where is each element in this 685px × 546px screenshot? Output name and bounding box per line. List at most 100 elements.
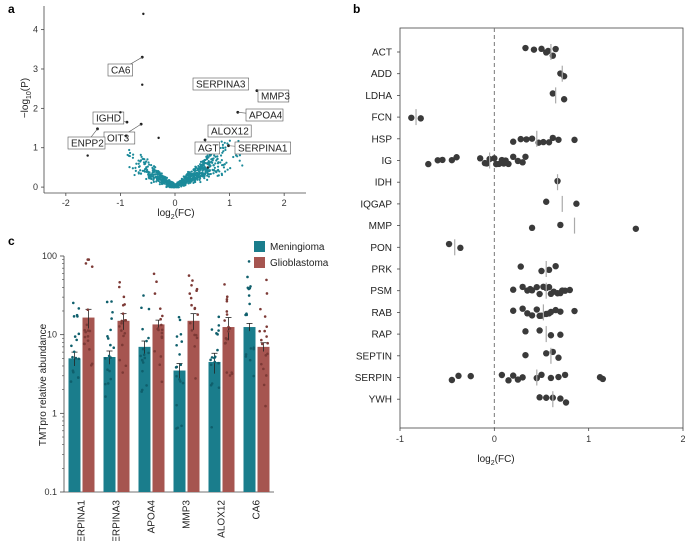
bar-sample-point — [209, 363, 213, 367]
volcano-point — [175, 185, 178, 189]
volcano-label-box — [207, 124, 252, 138]
volcano-point — [158, 181, 162, 184]
bar-sample-point — [225, 371, 229, 374]
volcano-label: SERPINA3 — [196, 80, 246, 91]
bar-glioblastoma — [82, 317, 95, 492]
bar-sample-point — [159, 355, 163, 358]
dotplot-point — [538, 371, 545, 379]
bar-sample-point — [259, 307, 262, 311]
bar-sample-point — [178, 353, 181, 356]
bar-sample-point — [118, 325, 121, 328]
volcano-point — [192, 172, 195, 175]
bar-sample-point — [244, 353, 248, 356]
bar-sample-point — [160, 323, 163, 327]
dotplot-category-label: IQGAP — [360, 199, 392, 210]
dotplot-point — [536, 327, 543, 334]
volcano-point — [145, 170, 148, 174]
bar-sample-point — [252, 374, 255, 378]
dotplot-point — [519, 374, 526, 381]
bar-sample-point — [147, 351, 150, 355]
volcano-point — [189, 181, 192, 184]
bar-ytick-label: 100 — [42, 251, 57, 261]
bar-meningioma — [173, 370, 186, 492]
bar-sample-point — [121, 343, 124, 347]
bar-meningioma — [208, 361, 221, 492]
bar-sample-point — [244, 313, 247, 317]
bar-sample-point — [123, 331, 127, 335]
volcano-point — [187, 182, 190, 185]
volcano-point — [190, 170, 193, 173]
bar-sample-point — [252, 346, 256, 349]
volcano-point — [151, 169, 154, 172]
bar-category-label: APOA4 — [147, 500, 158, 534]
bar-sample-point — [193, 306, 197, 310]
dotplot-point — [528, 312, 536, 319]
volcano-point — [180, 185, 183, 188]
volcano-point — [224, 146, 227, 149]
dotplot-point — [528, 135, 536, 142]
volcano-point — [147, 170, 150, 173]
volcano-point — [192, 169, 196, 172]
dotplot-point — [545, 283, 553, 291]
dotplot-point — [522, 328, 529, 335]
bar-sample-point — [70, 344, 73, 348]
bar-sample-point — [157, 328, 160, 332]
volcano-point — [203, 177, 206, 180]
dotplot-point — [510, 153, 517, 161]
dotplot-category-label: YWH — [369, 395, 392, 406]
volcano-point — [139, 169, 142, 172]
dotplot-category-label: SEPTIN — [356, 351, 392, 362]
volcano-label-box — [245, 108, 284, 122]
bar-sample-point — [178, 378, 181, 381]
volcano-point — [238, 159, 241, 162]
bar-legend: Meningioma Glioblastoma — [254, 241, 329, 269]
dotplot-point — [571, 307, 578, 315]
bar-sample-point — [258, 329, 261, 333]
bar-sample-point — [262, 367, 265, 371]
dotplot-point — [573, 200, 580, 207]
volcano-point — [150, 181, 153, 184]
bar-sample-point — [83, 328, 87, 332]
volcano-point — [134, 166, 137, 169]
volcano-point — [221, 151, 224, 154]
dotplot-category-label: PRK — [371, 265, 392, 276]
bar-sample-point — [249, 347, 253, 350]
volcano-point — [223, 141, 226, 144]
dotplot-point — [493, 160, 500, 168]
bar-sample-point — [175, 343, 178, 347]
dotplot-point — [526, 285, 534, 293]
bar-sample-point — [141, 361, 145, 364]
volcano-label-box — [194, 141, 220, 155]
bar-sample-point — [161, 314, 164, 318]
bar-sample-point — [194, 377, 197, 380]
bar-sample-point — [248, 358, 252, 362]
bar-sample-point — [118, 281, 121, 284]
volcano-point — [184, 179, 187, 182]
bar-sample-point — [247, 294, 251, 297]
volcano-point — [203, 168, 206, 171]
bar-sample-point — [153, 349, 156, 353]
bar-sample-point — [109, 377, 113, 381]
volcano-point — [143, 170, 146, 173]
bar-sample-point — [180, 424, 183, 428]
dotplot-category-label: IG — [381, 156, 392, 167]
dotplot-point — [540, 138, 547, 146]
bar-sample-point — [123, 303, 126, 306]
dotplot-xtick-label: 1 — [586, 434, 591, 444]
volcano-point — [188, 179, 191, 183]
bar-sample-point — [143, 356, 147, 360]
volcano-point — [134, 169, 137, 172]
dotplot-point — [498, 371, 506, 379]
bar-sample-point — [69, 380, 73, 383]
fold-change-dotplot: -1 0 1 2 ACT ADD LDHA FCN HSP IG IDH IQGAP MMP PON PRK… — [355, 27, 685, 444]
volcano-point — [214, 155, 217, 158]
bar-sample-point — [75, 338, 78, 342]
bar-sample-point — [175, 403, 178, 407]
dotplot-point — [559, 287, 566, 294]
bar-sample-point — [265, 325, 269, 328]
panel-letter-c: c — [8, 234, 15, 248]
dotplot-point — [502, 157, 509, 164]
volcano-point — [201, 166, 205, 169]
bar-sample-point — [147, 336, 150, 340]
